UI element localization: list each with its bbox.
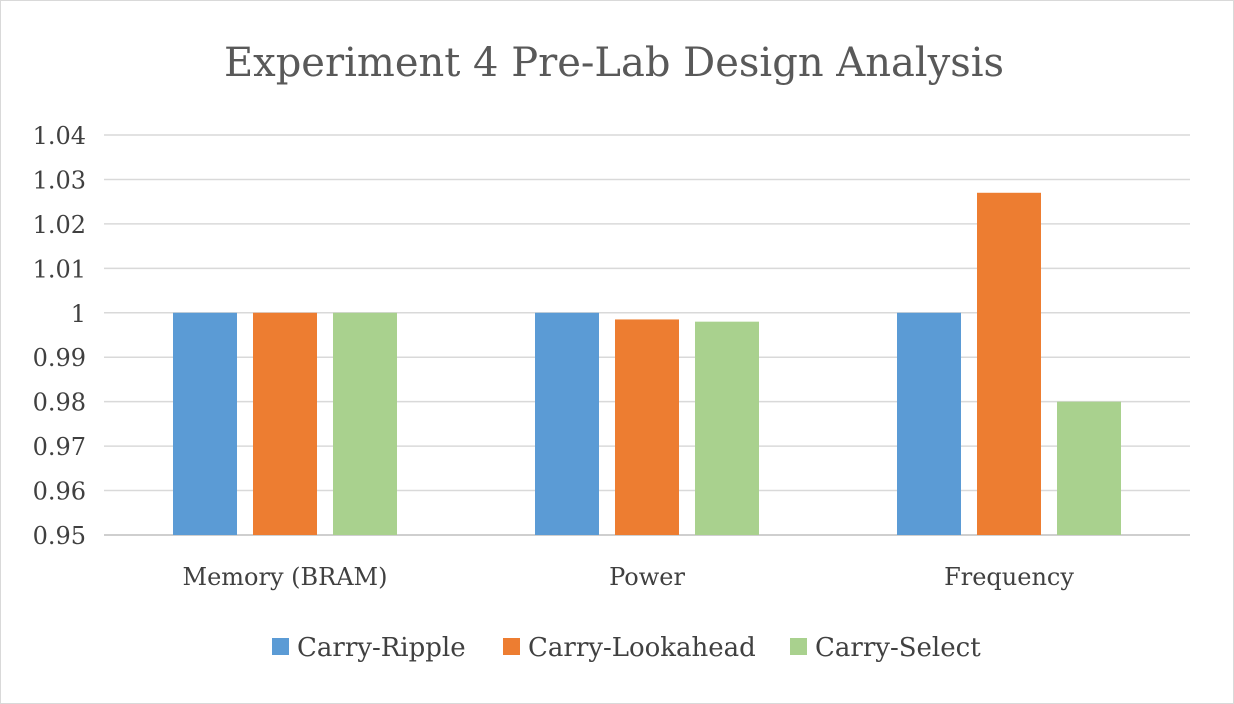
bar-carry-select-1 xyxy=(695,321,759,535)
bar-carry-lookahead-1 xyxy=(615,319,679,535)
y-tick-label: 0.97 xyxy=(33,433,86,461)
x-category-label: Frequency xyxy=(944,563,1074,591)
y-tick-label: 1.04 xyxy=(33,122,86,150)
legend-swatch xyxy=(503,638,520,655)
x-category-label: Memory (BRAM) xyxy=(183,563,388,591)
bar-carry-ripple-0 xyxy=(173,312,237,535)
y-tick-label: 0.95 xyxy=(33,522,86,550)
legend-swatch xyxy=(272,638,289,655)
y-tick-label: 1.01 xyxy=(33,255,86,283)
x-category-label: Power xyxy=(609,563,685,591)
y-tick-label: 0.96 xyxy=(33,478,86,506)
bar-carry-lookahead-0 xyxy=(253,312,317,535)
y-tick-label: 1 xyxy=(71,300,86,328)
legend: Carry-Ripple Carry-Lookahead Carry-Select xyxy=(272,633,981,663)
legend-label: Carry-Select xyxy=(815,633,981,663)
y-tick-label: 0.99 xyxy=(33,344,86,372)
bar-carry-lookahead-2 xyxy=(977,192,1041,535)
chart-title: Experiment 4 Pre-Lab Design Analysis xyxy=(224,40,1004,86)
bars xyxy=(173,192,1121,535)
y-tick-label: 1.03 xyxy=(33,166,86,194)
x-axis-categories: Memory (BRAM) Power Frequency xyxy=(183,563,1075,591)
y-tick-label: 1.02 xyxy=(33,211,86,239)
y-axis-ticks: 0.95 0.96 0.97 0.98 0.99 1 1.01 1.02 1.03 1.04 xyxy=(33,122,86,550)
bar-carry-ripple-1 xyxy=(535,312,599,535)
y-tick-label: 0.98 xyxy=(33,389,86,417)
legend-label: Carry-Ripple xyxy=(297,633,466,663)
bar-carry-ripple-2 xyxy=(897,312,961,535)
bar-carry-select-2 xyxy=(1057,401,1121,535)
bar-carry-select-0 xyxy=(333,312,397,535)
legend-swatch xyxy=(790,638,807,655)
legend-label: Carry-Lookahead xyxy=(528,633,756,663)
